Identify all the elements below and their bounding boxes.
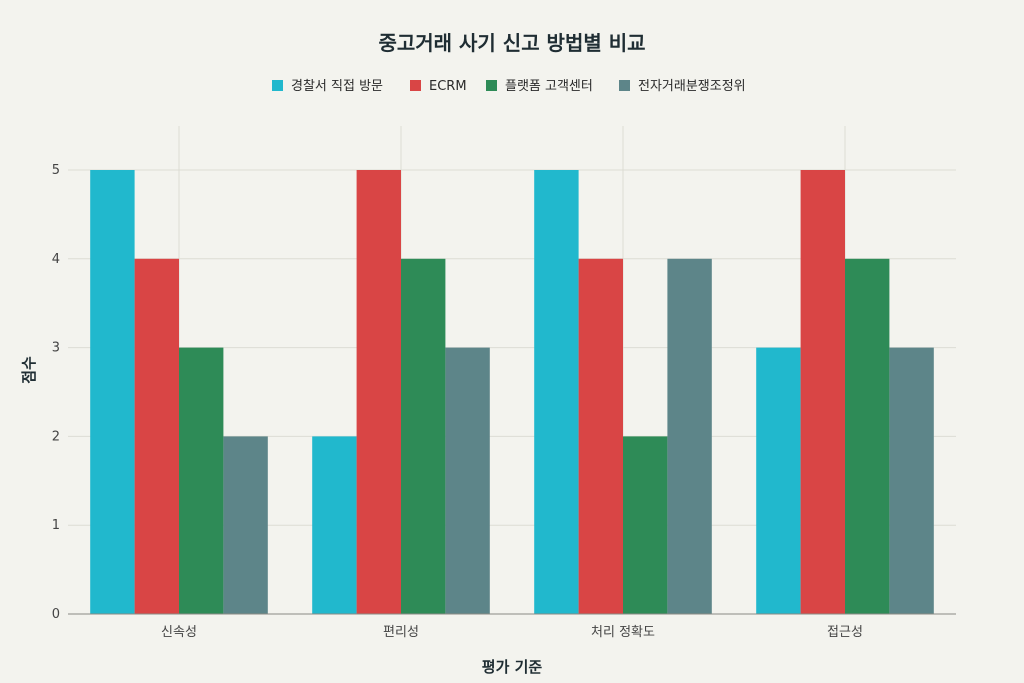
bar [667, 258, 712, 614]
bar [90, 170, 135, 614]
bars [90, 170, 934, 614]
bar [800, 170, 845, 614]
y-tick-label: 1 [52, 518, 60, 533]
y-tick-label: 5 [52, 163, 60, 178]
bar [578, 258, 623, 614]
bar [179, 347, 224, 614]
legend-item: 경찰서 직접 방문 [272, 79, 383, 94]
bar [356, 170, 401, 614]
x-tick-label: 편리성 [383, 625, 419, 640]
legend-swatch [410, 80, 421, 91]
y-tick-label: 4 [52, 252, 60, 267]
bar [756, 347, 801, 614]
bar [889, 347, 934, 614]
bar [534, 170, 579, 614]
legend-label: 경찰서 직접 방문 [291, 79, 383, 94]
legend-swatch [486, 80, 497, 91]
bar [623, 436, 668, 614]
bar [312, 436, 357, 614]
chart-title: 중고거래 사기 신고 방법별 비교 [378, 31, 645, 55]
y-axis-label: 점수 [20, 356, 38, 384]
legend-item: 전자거래분쟁조정위 [619, 79, 746, 94]
y-tick-label: 0 [52, 607, 60, 622]
bar [223, 436, 268, 614]
bar [134, 258, 179, 614]
legend-label: ECRM [429, 79, 467, 94]
y-tick-label: 2 [52, 429, 60, 444]
bar [445, 347, 490, 614]
bar [845, 258, 890, 614]
x-tick-label: 신속성 [161, 625, 197, 640]
legend-swatch [272, 80, 283, 91]
x-tick-label: 접근성 [827, 625, 863, 640]
legend-label: 전자거래분쟁조정위 [638, 79, 746, 94]
legend-label: 플랫폼 고객센터 [505, 79, 593, 94]
y-tick-label: 3 [52, 341, 60, 356]
x-axis-label: 평가 기준 [482, 658, 543, 676]
legend-swatch [619, 80, 630, 91]
legend-item: 플랫폼 고객센터 [486, 79, 593, 94]
axes: 0 1 2 3 4 5 신속성 편리성 처리 정확도 접근성 [52, 163, 956, 640]
legend-item: ECRM [410, 79, 467, 94]
bar [401, 258, 446, 614]
x-tick-label: 처리 정확도 [591, 625, 655, 640]
legend: 경찰서 직접 방문 ECRM 플랫폼 고객센터 전자거래분쟁조정위 [272, 79, 746, 94]
